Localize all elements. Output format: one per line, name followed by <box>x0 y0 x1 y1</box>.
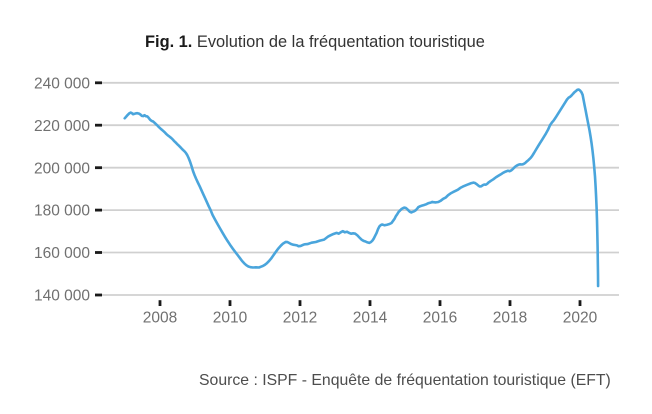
svg-text:2018: 2018 <box>493 310 527 327</box>
svg-text:Fig. 1. Evolution de la fréque: Fig. 1. Evolution de la fréquentation to… <box>145 33 485 51</box>
svg-text:240 000: 240 000 <box>34 75 90 92</box>
svg-text:2008: 2008 <box>143 310 177 327</box>
svg-text:160 000: 160 000 <box>34 245 90 262</box>
svg-text:180 000: 180 000 <box>34 203 90 220</box>
svg-text:140 000: 140 000 <box>34 288 90 305</box>
svg-text:2014: 2014 <box>353 310 388 327</box>
svg-text:2020: 2020 <box>563 310 598 327</box>
svg-text:2016: 2016 <box>423 310 457 327</box>
svg-text:2010: 2010 <box>213 310 248 327</box>
svg-text:Source : ISPF - Enquête de fré: Source : ISPF - Enquête de fréquentation… <box>199 372 611 389</box>
svg-text:220 000: 220 000 <box>34 118 90 135</box>
svg-text:2012: 2012 <box>283 310 317 327</box>
svg-text:200 000: 200 000 <box>34 160 90 177</box>
